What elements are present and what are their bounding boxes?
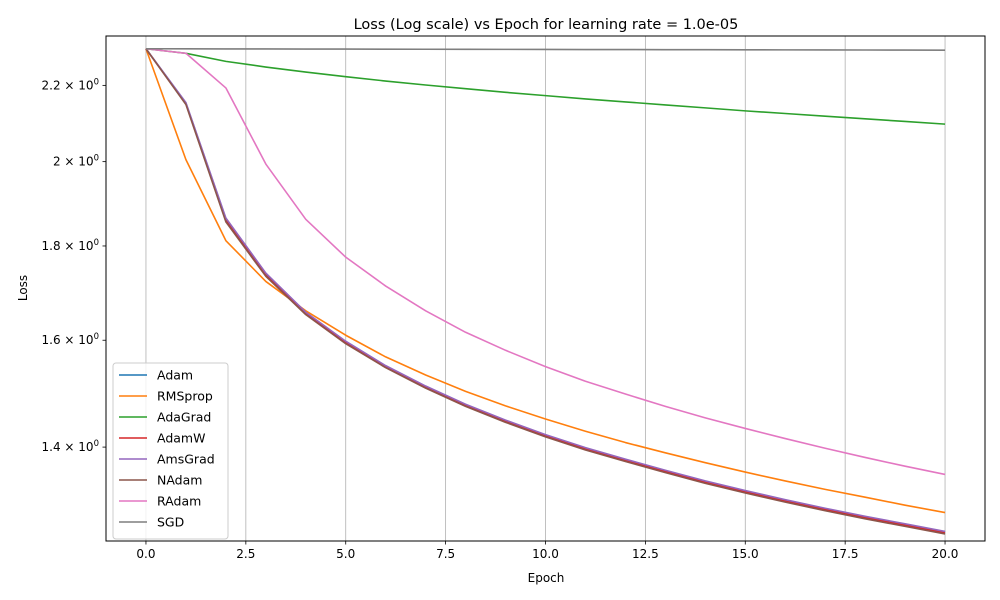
x-tick-label: 15.0 xyxy=(732,547,759,561)
legend-label: AmsGrad xyxy=(157,452,215,467)
grid-layer xyxy=(145,36,946,541)
y-axis-title: Loss xyxy=(16,275,30,301)
x-tick-label: 2.5 xyxy=(236,547,255,561)
x-tick-label: 10.0 xyxy=(532,547,559,561)
x-tick-label: 12.5 xyxy=(632,547,659,561)
y-axis-ticks: 1.4 × 100 1.6 × 100 1.8 × 100 2 × 100 2.2 × … xyxy=(42,77,106,454)
y-tick-label: 1.6 × 100 xyxy=(42,332,99,347)
legend-label: RAdam xyxy=(157,494,201,509)
series-line-radam xyxy=(145,47,946,476)
legend-box xyxy=(112,362,229,540)
series-line-nadam xyxy=(145,48,946,535)
x-tick-label: 0.0 xyxy=(136,547,155,561)
x-axis-title: Epoch xyxy=(528,571,565,585)
y-tick-label: 1.4 × 100 xyxy=(42,439,99,454)
legend-label: SGD xyxy=(157,515,184,530)
x-tick-label: 5.0 xyxy=(336,547,355,561)
x-tick-label: 7.5 xyxy=(436,547,455,561)
y-tick-label: 2.2 × 100 xyxy=(42,77,99,92)
y-tick-label: 2 × 100 xyxy=(53,154,99,169)
legend-label: NAdam xyxy=(157,473,202,488)
legend-label: AdaGrad xyxy=(157,410,211,425)
series-line-sgd xyxy=(145,47,946,51)
series-line-rmsprop xyxy=(145,48,946,514)
legend: Adam RMSprop AdaGrad AdamW AmsGrad NAdam RAdam… xyxy=(112,362,229,540)
x-tick-label: 20.0 xyxy=(932,547,959,561)
x-axis-ticks: 0.0 2.5 5.0 7.5 10.0 12.5 15.0 17.5 20.0 xyxy=(136,541,958,561)
legend-label: AdamW xyxy=(157,431,205,446)
series-line-adagrad xyxy=(145,47,946,125)
series-layer xyxy=(145,47,946,535)
legend-label: RMSprop xyxy=(157,389,213,404)
chart-title: Loss (Log scale) vs Epoch for learning r… xyxy=(354,17,739,33)
x-tick-label: 17.5 xyxy=(832,547,859,561)
series-line-amsgrad xyxy=(145,48,946,533)
legend-label: Adam xyxy=(157,368,193,383)
y-tick-label: 1.8 × 100 xyxy=(42,238,99,253)
